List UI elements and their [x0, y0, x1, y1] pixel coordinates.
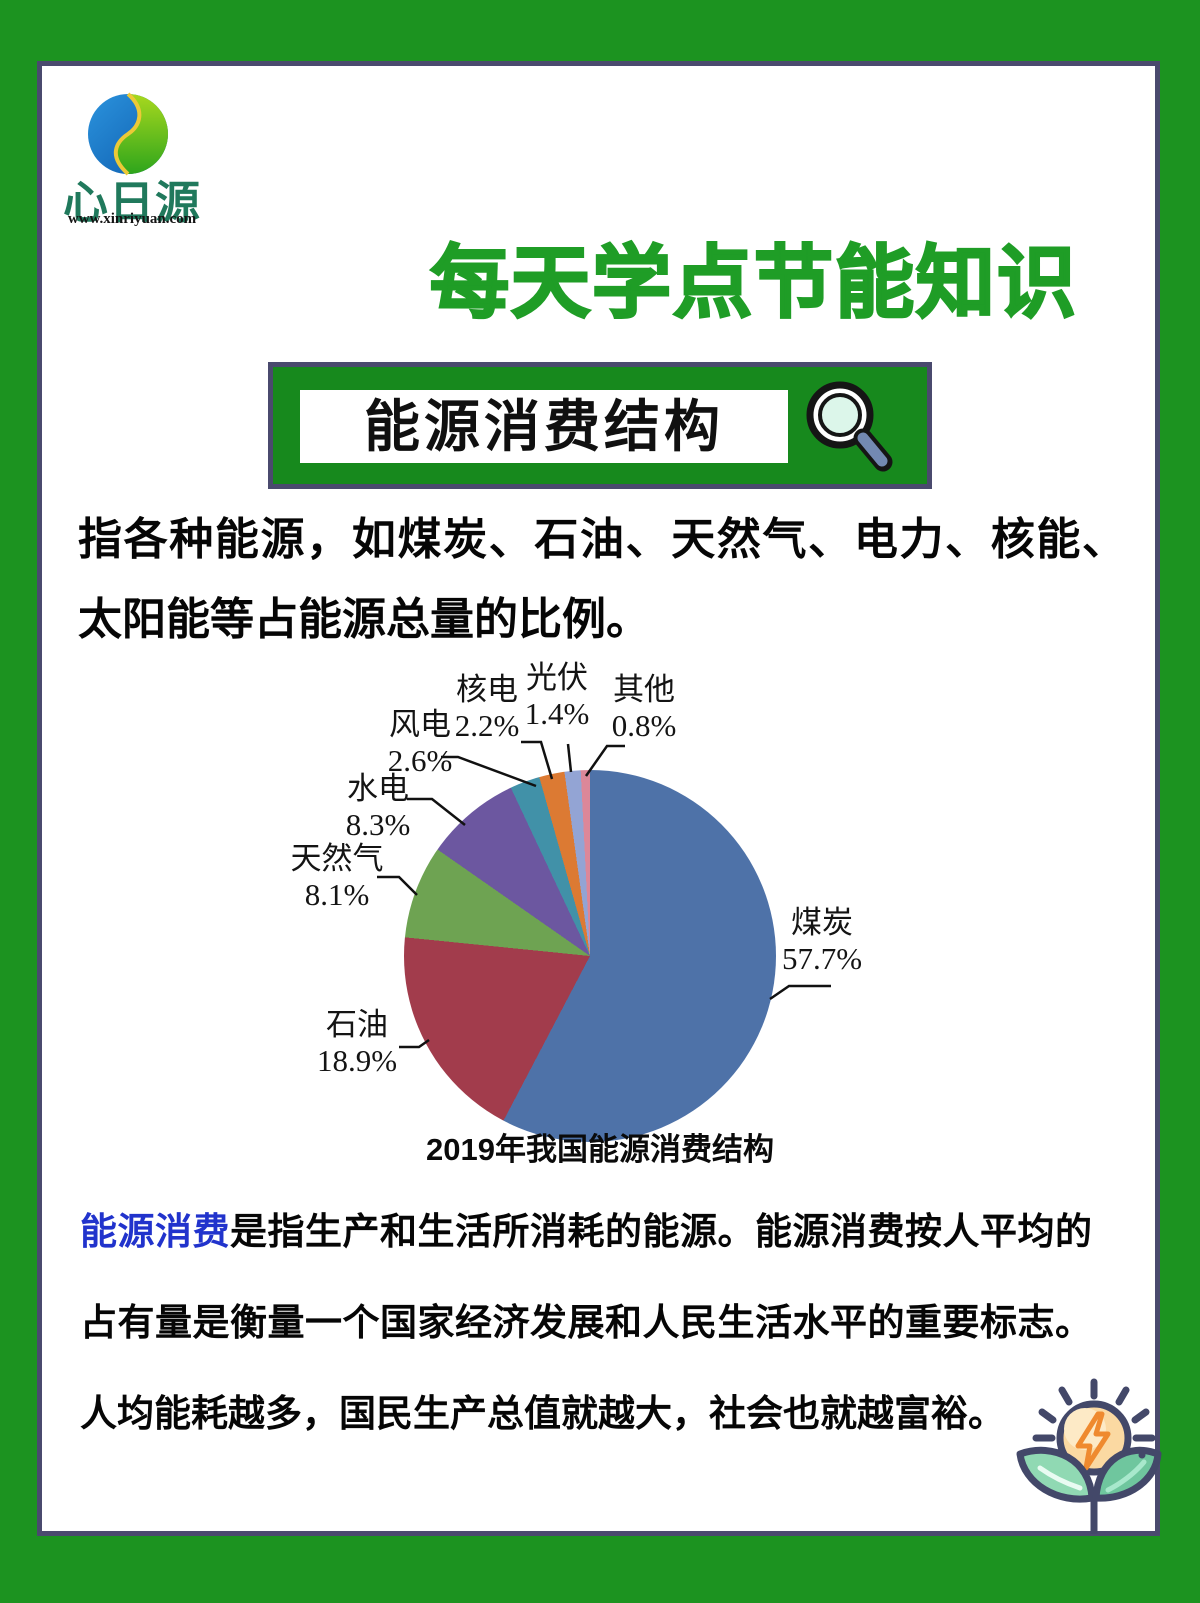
pie-label-gas: 天然气 8.1% [291, 841, 384, 913]
pie-label-solar-pct: 1.4% [524, 696, 590, 731]
pie-label-coal-name: 煤炭 [790, 905, 853, 940]
pie-label-nuclear-pct: 2.2% [454, 708, 520, 743]
pie-label-oil: 石油 18.9% [317, 1007, 397, 1079]
chart-caption: 2019年我国能源消费结构 [426, 1132, 774, 1167]
pie [404, 770, 776, 1142]
pie-label-coal: 煤炭 57.7% [782, 905, 862, 977]
pie-label-oil-name: 石油 [325, 1007, 388, 1042]
page-title: 每天学点节能知识 [429, 237, 1078, 329]
body-line-1-rest: 是指生产和生活所消耗的能源。能源消费按人平均的 [230, 1211, 1092, 1252]
intro-paragraph: 指各种能源，如煤炭、石油、天然气、电力、核能、 太阳能等占能源总量的比例。 [78, 500, 1126, 660]
pie-label-nuclear-name: 核电 [455, 672, 518, 707]
brand-logo-icon [88, 92, 168, 176]
body-line-1: 能源消费是指生产和生活所消耗的能源。能源消费按人平均的 [80, 1186, 1092, 1277]
energy-plant-icon [1016, 1378, 1162, 1534]
pie-label-oil-pct: 18.9% [316, 1043, 398, 1078]
pie-label-gas-name: 天然气 [290, 841, 384, 876]
pie-label-other: 其他 0.8% [612, 672, 677, 744]
brand-website: www.xinriyuan.com [67, 211, 197, 227]
pie-label-nuclear: 核电 2.2% [455, 672, 520, 744]
pie-label-hydro-pct: 8.3% [345, 807, 411, 842]
pie-label-solar-name: 光伏 [525, 660, 588, 695]
pie-label-hydro-name: 水电 [346, 771, 409, 806]
intro-line-2: 太阳能等占能源总量的比例。 [78, 595, 650, 644]
intro-line-1: 指各种能源，如煤炭、石油、天然气、电力、核能、 [78, 515, 1126, 564]
body-paragraph: 能源消费是指生产和生活所消耗的能源。能源消费按人平均的 占有量是衡量一个国家经济… [80, 1186, 1092, 1459]
pie-label-solar: 光伏 1.4% [525, 660, 590, 732]
pie-label-other-pct: 0.8% [611, 708, 677, 743]
pie-label-wind: 风电 2.6% [388, 707, 453, 779]
brand-name: 心日源 [62, 177, 201, 228]
body-line-2: 占有量是衡量一个国家经济发展和人民生活水平的重要标志。 [80, 1302, 1092, 1343]
magnifier-icon [806, 381, 893, 472]
pie-label-gas-pct: 8.1% [304, 877, 370, 912]
section-banner: 能源消费结构 [268, 362, 932, 489]
section-banner-label: 能源消费结构 [300, 390, 788, 463]
pie-label-coal-pct: 57.7% [781, 941, 863, 976]
pie-label-other-name: 其他 [612, 672, 675, 707]
pie-label-wind-name: 风电 [388, 707, 451, 742]
body-line-3: 人均能耗越多，国民生产总值就越大，社会也就越富裕。 [80, 1393, 1005, 1434]
pie-label-wind-pct: 2.6% [387, 743, 453, 778]
pie-label-hydro: 水电 8.3% [346, 771, 411, 843]
highlight-term: 能源消费 [80, 1211, 230, 1252]
